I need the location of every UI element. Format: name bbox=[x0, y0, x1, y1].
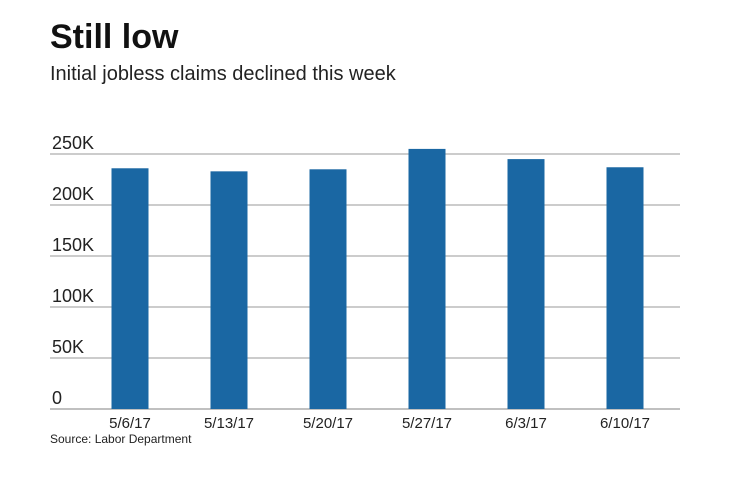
bar bbox=[408, 148, 446, 409]
x-tick-label: 5/6/17 bbox=[109, 415, 151, 432]
bar bbox=[606, 167, 644, 409]
source-note: Source: Labor Department bbox=[50, 432, 192, 446]
x-tick-label: 5/27/17 bbox=[402, 415, 452, 432]
gridlines bbox=[50, 153, 680, 410]
y-axis-labels: 0 50K 100K 150K 200K 250K bbox=[52, 133, 94, 408]
bar bbox=[507, 159, 545, 409]
bar bbox=[111, 168, 149, 409]
y-tick-label: 250K bbox=[52, 133, 94, 153]
y-tick-label: 200K bbox=[52, 184, 94, 204]
bar bbox=[210, 171, 248, 409]
x-tick-label: 6/3/17 bbox=[505, 415, 547, 432]
x-tick-label: 6/10/17 bbox=[600, 415, 650, 432]
x-tick-label: 5/20/17 bbox=[303, 415, 353, 432]
x-axis-labels: 5/6/17 5/13/17 5/20/17 5/27/17 6/3/17 6/10/17 bbox=[109, 415, 650, 432]
bars bbox=[111, 148, 644, 409]
y-tick-label: 0 bbox=[52, 388, 62, 408]
y-tick-label: 100K bbox=[52, 286, 94, 306]
x-tick-label: 5/13/17 bbox=[204, 415, 254, 432]
y-tick-label: 150K bbox=[52, 235, 94, 255]
chart-subtitle: Initial jobless claims declined this wee… bbox=[50, 63, 396, 85]
y-tick-label: 50K bbox=[52, 337, 84, 357]
bar bbox=[309, 169, 347, 409]
chart-title: Still low bbox=[50, 18, 179, 56]
